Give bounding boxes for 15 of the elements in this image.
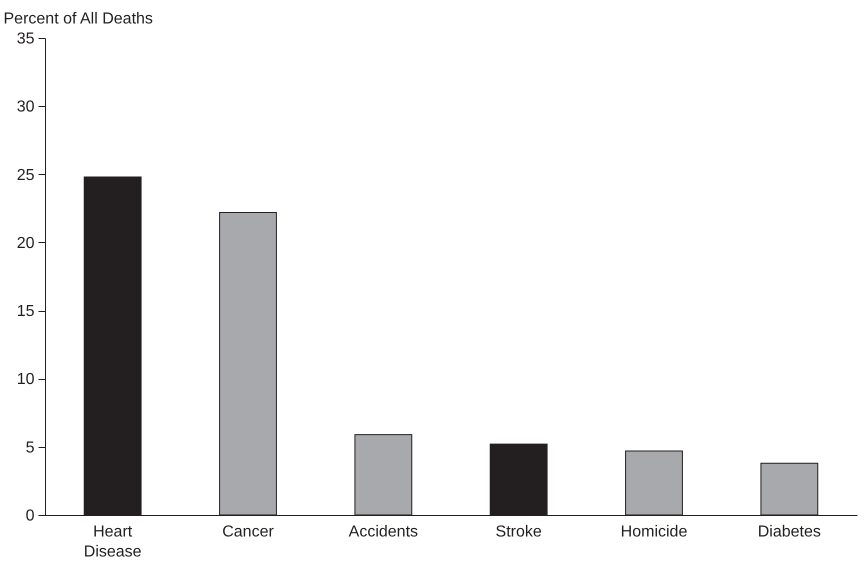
y-tick-label: 25 (16, 166, 35, 184)
x-tick-label: Diabetes (758, 524, 821, 540)
x-tick-label: Homicide (620, 524, 688, 540)
y-axis-title: Percent of All Deaths (4, 10, 153, 28)
y-tick-label: 15 (16, 303, 35, 320)
x-tick-label: Stroke (496, 524, 542, 540)
y-tick-label: 10 (16, 371, 35, 388)
y-tick-label: 0 (26, 508, 35, 524)
y-tick-label: 20 (16, 234, 35, 252)
x-tick-label: Accidents (348, 524, 418, 540)
y-tick-label: 35 (16, 30, 35, 48)
x-tick-label: Heart Disease (84, 524, 142, 560)
x-tick-label: Cancer (222, 524, 274, 540)
y-tick-label: 30 (16, 98, 35, 116)
y-tick-label: 5 (26, 439, 35, 456)
